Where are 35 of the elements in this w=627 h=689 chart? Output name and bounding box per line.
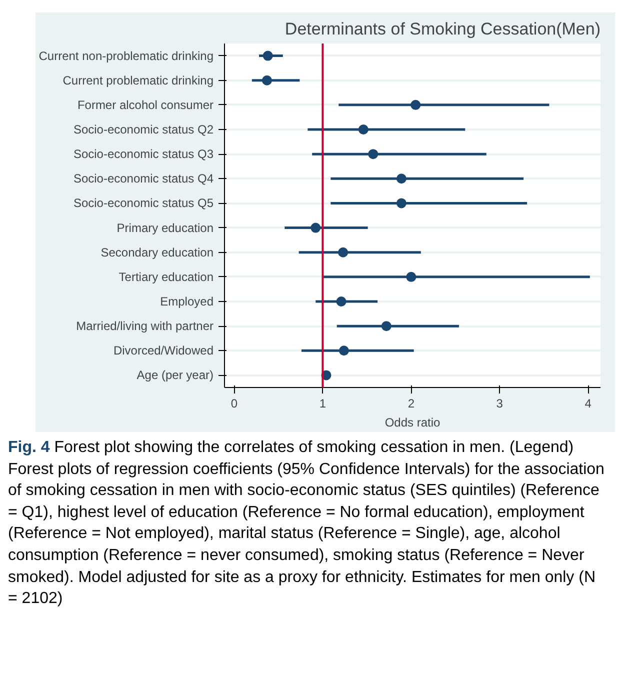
point bbox=[396, 174, 406, 184]
x-tick-label: 4 bbox=[584, 396, 592, 410]
x-tick-label: 0 bbox=[230, 396, 238, 410]
x-axis-title: Odds ratio bbox=[384, 416, 441, 430]
y-tick-label: Married/living with partner bbox=[76, 319, 214, 334]
point bbox=[396, 198, 406, 208]
y-tick-label: Socio-economic status Q5 bbox=[73, 196, 214, 210]
point bbox=[262, 75, 272, 86]
point bbox=[368, 149, 378, 160]
chart-title: Determinants of Smoking Cessation(Men) bbox=[284, 20, 601, 38]
y-tick-label: Former alcohol consumer bbox=[77, 98, 214, 112]
point bbox=[336, 296, 346, 306]
y-tick-label: Divorced/Widowed bbox=[113, 344, 214, 358]
y-tick-label: Primary education bbox=[116, 220, 214, 235]
y-tick-label: Socio-economic status Q3 bbox=[73, 147, 214, 162]
x-tick-label: 2 bbox=[408, 396, 415, 410]
point bbox=[358, 124, 368, 134]
y-tick-label: Employed bbox=[160, 294, 214, 308]
y-tick-label: Current non-problematic drinking bbox=[38, 48, 214, 63]
point bbox=[310, 222, 321, 233]
point bbox=[262, 50, 273, 61]
y-tick-label: Secondary education bbox=[100, 245, 214, 260]
point bbox=[338, 346, 349, 356]
point bbox=[338, 247, 348, 258]
y-tick-label: Tertiary education bbox=[118, 270, 214, 284]
caption: Fig. 4 bbox=[8, 439, 50, 456]
point bbox=[381, 321, 392, 332]
y-tick-label: Current problematic drinking bbox=[62, 73, 214, 88]
point bbox=[406, 272, 416, 282]
point bbox=[410, 100, 421, 110]
y-tick-label: Age (per year) bbox=[136, 368, 214, 382]
x-tick-label: 3 bbox=[496, 396, 504, 410]
y-tick-label: Socio-economic status Q2 bbox=[73, 122, 214, 136]
y-tick-label: Socio-economic status Q4 bbox=[73, 172, 214, 186]
x-tick-label: 1 bbox=[319, 396, 326, 410]
